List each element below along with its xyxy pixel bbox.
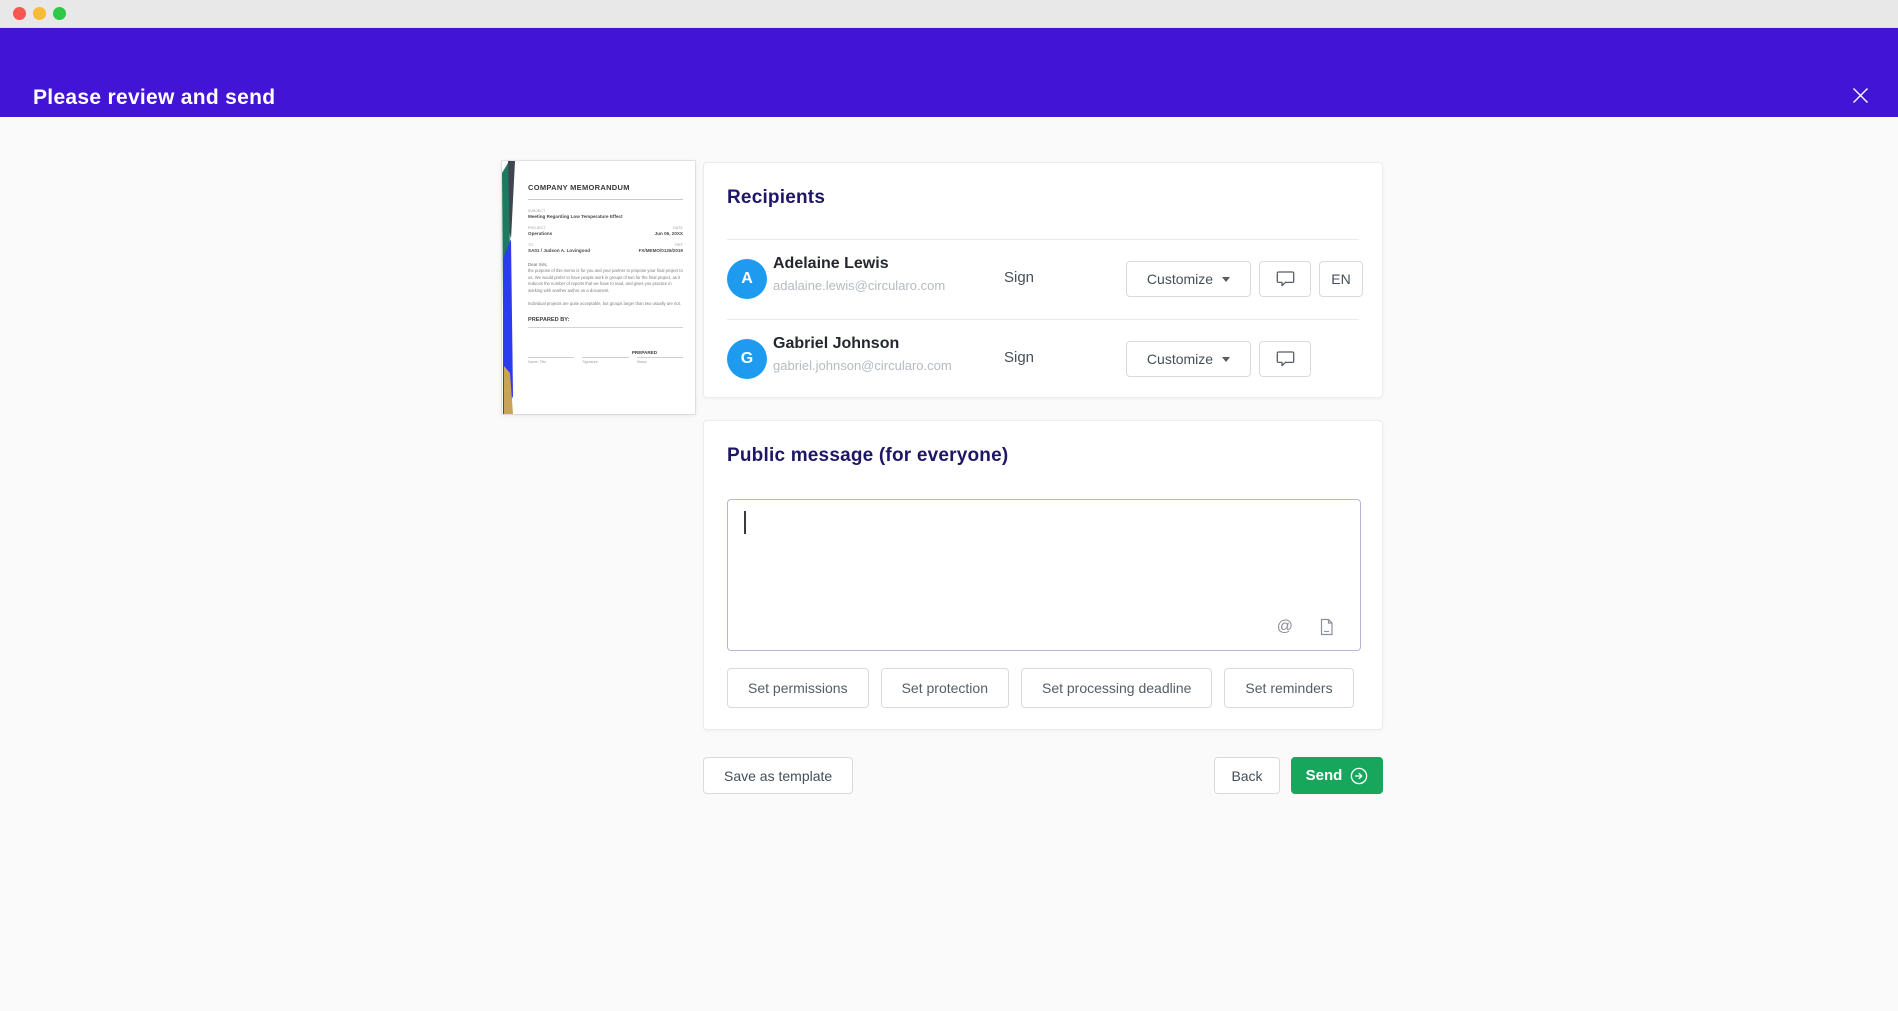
mention-icon[interactable]: @ [1276,618,1293,635]
modal-title: Please review and send [33,86,276,109]
document-divider [528,199,683,200]
document-preview-thumbnail[interactable]: COMPANY MEMORANDUM SUBJECT Meeting Regar… [502,161,695,414]
document-title: COMPANY MEMORANDUM [528,183,630,192]
recipient-email: adalaine.lewis@circularo.com [773,278,946,293]
send-label: Send [1305,767,1343,784]
customize-label: Customize [1146,351,1214,367]
avatar: G [727,339,767,379]
recipient-role: Sign [1004,269,1035,286]
save-as-template-button[interactable]: Save as template [703,757,854,794]
doc-project-value: Operations [528,231,553,236]
window-close-button[interactable] [13,7,26,20]
doc-paragraph-2: Individual projects are quite acceptable… [528,301,681,306]
recipient-row: A Adelaine Lewis adalaine.lewis@circular… [704,239,1382,319]
window-minimize-button[interactable] [33,7,46,20]
back-button[interactable]: Back [1214,757,1280,794]
doc-to-value: SA01 / Judson A. Lovingood [528,248,591,253]
text-caret [744,511,746,534]
avatar: A [727,259,767,299]
doc-ref-value: FX/MEMO/0126/2019 [638,248,683,253]
recipient-row: G Gabriel Johnson gabriel.johnson@circul… [704,319,1382,399]
attach-document-icon[interactable] [1319,618,1334,636]
doc-sig-status: Status [636,356,683,364]
private-message-button[interactable] [1259,341,1311,377]
arrow-right-circle-icon [1351,767,1368,784]
customize-button[interactable]: Customize [1126,261,1251,297]
send-button[interactable]: Send [1291,757,1383,794]
set-protection-button[interactable]: Set protection [880,668,1009,708]
language-button[interactable]: EN [1319,261,1363,297]
doc-paragraph-1: the purpose of this memo is for you and … [528,268,683,293]
recipient-name: Gabriel Johnson [773,335,900,352]
modal-header: Please review and send [0,28,1898,117]
doc-sig-signature: Signature [582,356,629,364]
private-message-button[interactable] [1259,261,1311,297]
recipient-role: Sign [1004,349,1035,366]
recipient-name: Adelaine Lewis [773,255,889,272]
document-cover-stripes [502,161,515,414]
message-options-row: Set permissions Set protection Set proce… [727,668,1354,708]
customize-button[interactable]: Customize [1126,341,1251,377]
public-message-card: Public message (for everyone) @ Set perm… [703,420,1383,730]
public-message-heading: Public message (for everyone) [727,445,1009,466]
doc-ref-label: REF [675,243,683,247]
document-preview-content: COMPANY MEMORANDUM SUBJECT Meeting Regar… [528,183,683,364]
doc-salutation: Dear Sirs, [528,262,548,267]
chevron-down-icon [1222,356,1231,362]
doc-project-label: PROJECT [528,226,546,230]
comment-bubble-icon [1276,271,1294,287]
set-reminders-button[interactable]: Set reminders [1224,668,1354,708]
divider [727,239,1359,240]
doc-to-label: TO [528,243,534,247]
set-processing-deadline-button[interactable]: Set processing deadline [1020,668,1213,708]
divider [727,319,1359,320]
doc-sig-name-title: Name, Title [528,356,575,364]
recipients-heading: Recipients [727,187,826,208]
chevron-down-icon [1222,276,1231,282]
customize-label: Customize [1146,271,1214,287]
doc-prepared-divider [528,326,683,328]
doc-prepared-label: PREPARED [631,349,658,355]
doc-date-value: Jun 06, 20XX [654,231,683,236]
doc-date-label: DATE [673,226,683,230]
recipient-email: gabriel.johnson@circularo.com [773,358,952,373]
public-message-field: @ [727,499,1361,651]
close-icon[interactable] [1847,82,1873,108]
window-titlebar [0,0,1898,28]
recipients-card: Recipients A Adelaine Lewis adalaine.lew… [703,162,1383,398]
comment-bubble-icon [1276,351,1294,367]
doc-prepared-by-label: PREPARED BY: [528,316,570,323]
doc-signature-columns: Name, Title Signature Status [528,356,683,364]
window-fullscreen-button[interactable] [53,7,66,20]
doc-subject-label: SUBJECT [528,209,546,213]
public-message-input[interactable] [728,500,1360,650]
doc-subject-value: Meeting Regarding Low Temperature Effect [528,214,623,219]
set-permissions-button[interactable]: Set permissions [727,668,869,708]
